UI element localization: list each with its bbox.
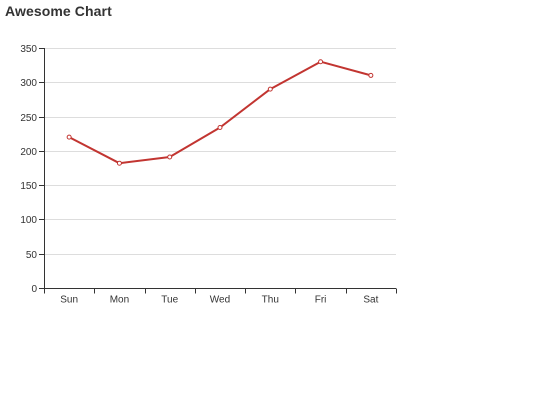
y-tick-label: 200 <box>20 147 37 158</box>
y-tick-label: 250 <box>20 113 37 124</box>
axes <box>44 48 396 289</box>
x-tick-label: Tue <box>161 295 178 306</box>
y-tick-label: 300 <box>20 78 37 89</box>
y-axis-ticks: 0 50 100 150 200 250 300 350 <box>20 44 44 295</box>
data-point[interactable] <box>368 72 374 78</box>
chart-title: Awesome Chart <box>5 3 112 19</box>
x-tick-label: Sat <box>363 295 378 306</box>
data-point[interactable] <box>318 59 324 65</box>
series-layer <box>66 59 374 166</box>
data-point[interactable] <box>66 134 72 140</box>
y-tick-label: 0 <box>31 284 37 295</box>
y-tick-label: 150 <box>20 181 37 192</box>
x-tick-label: Sun <box>60 295 78 306</box>
x-axis-ticks: Sun Mon Tue Wed Thu Fri Sat <box>44 288 397 306</box>
x-tick-label: Thu <box>262 295 279 306</box>
y-tick-label: 350 <box>20 44 37 55</box>
data-point[interactable] <box>167 154 173 160</box>
grid-lines <box>44 48 396 255</box>
x-tick-label: Fri <box>315 295 327 306</box>
y-tick-label: 50 <box>26 250 38 261</box>
series-line <box>68 60 372 165</box>
x-tick-label: Mon <box>110 295 129 306</box>
data-point[interactable] <box>116 160 122 166</box>
data-point[interactable] <box>267 86 273 92</box>
x-tick-label: Wed <box>210 295 230 306</box>
y-tick-label: 100 <box>20 215 37 226</box>
data-point[interactable] <box>217 125 223 131</box>
